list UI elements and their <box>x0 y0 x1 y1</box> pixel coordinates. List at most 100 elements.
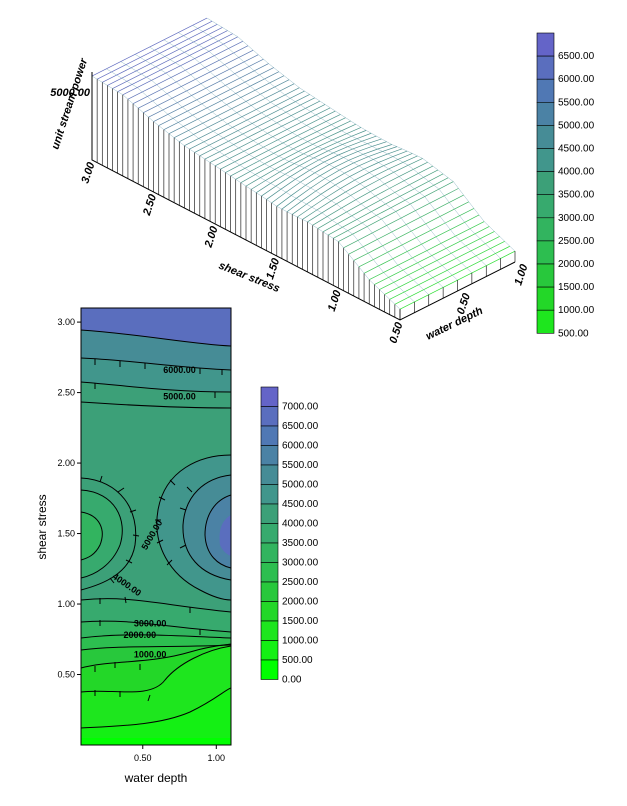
contour-legend-swatch <box>260 620 279 641</box>
contour-legend-label: 7000.00 <box>282 402 319 413</box>
contour-legend-swatch <box>260 406 279 427</box>
surface-wireframe <box>91 17 516 320</box>
surface-mesh-line <box>120 61 429 295</box>
surface-legend-label: 500.00 <box>558 328 589 339</box>
contour-legend-label: 1500.00 <box>282 616 319 627</box>
contour-legend-label: 6500.00 <box>282 421 319 432</box>
contour-y-tick-label: 1.00 <box>57 599 75 609</box>
contour-legend-swatch <box>260 659 279 680</box>
surface-legend-swatch <box>536 125 555 149</box>
surface-mesh-line <box>192 25 501 259</box>
surface-mesh-line <box>307 158 423 223</box>
contour-y-tick-label: 1.50 <box>57 529 75 539</box>
contour-legend-swatch <box>260 503 279 524</box>
contour-legend-swatch <box>260 445 279 466</box>
surface-legend-swatch <box>536 194 555 219</box>
surface-legend-label: 2500.00 <box>558 236 595 247</box>
contour-band-5500 <box>81 358 231 392</box>
contour-legend-swatch <box>260 523 279 544</box>
surface-legend-label: 3500.00 <box>558 190 595 201</box>
contour-y-tick-label: 2.50 <box>57 388 75 398</box>
contour-legend-label: 6000.00 <box>282 441 319 452</box>
surface-legend-swatch <box>536 55 555 80</box>
contour-y-tick-label: 0.50 <box>57 670 75 680</box>
surface-legend-swatch <box>536 286 555 311</box>
surface-legend-label: 1000.00 <box>558 305 595 316</box>
surface-x-tick-label: 2.00 <box>202 224 221 250</box>
surface-x-tick-label: 3.00 <box>79 160 97 185</box>
surface-z-label: unit stream power <box>49 56 90 150</box>
surface-mesh-line <box>163 39 473 274</box>
contour-band-500 <box>81 688 231 745</box>
surface-legend-swatch <box>536 148 555 172</box>
contour-legend-label: 1000.00 <box>282 636 319 647</box>
contour-y-tick-label: 3.00 <box>57 317 75 327</box>
contour-legend-label: 500.00 <box>282 655 313 666</box>
surface-legend-label: 5000.00 <box>558 120 595 131</box>
surface-legend-swatch <box>536 102 555 126</box>
surface-legend: 6500.00 6000.00 5500.00 5000.00 4500.00 4000.… <box>536 32 595 339</box>
surface-mesh-line <box>91 75 401 310</box>
surface-legend-label: 6000.00 <box>558 74 595 85</box>
surface-mesh-line <box>178 32 487 266</box>
contour-line-label: 6000.00 <box>163 365 196 375</box>
surface-legend-label: 5500.00 <box>558 97 595 108</box>
contour-line-label: 5000.00 <box>163 392 196 402</box>
contour-legend-label: 5000.00 <box>282 480 319 491</box>
surface-mesh-line <box>225 114 341 173</box>
surface-legend-swatch <box>536 32 555 57</box>
contour-band-left-inner <box>81 512 103 560</box>
contour-legend-swatch <box>260 464 279 485</box>
contour-y-label: shear stress <box>35 494 49 559</box>
contour-legend-label: 5500.00 <box>282 460 319 471</box>
surface-mesh-line <box>235 120 351 180</box>
surface-mesh-line <box>245 127 362 187</box>
surface-legend-label: 2000.00 <box>558 259 595 270</box>
surface-mesh-line <box>206 17 516 252</box>
contour-lines <box>81 329 231 729</box>
surface-x-tick-label: 0.50 <box>387 320 405 345</box>
contour-fill <box>81 308 231 745</box>
surface-y-ticks: 0.501.00 <box>455 262 531 316</box>
contour-legend-label: 3500.00 <box>282 538 319 549</box>
surface-legend-swatch <box>536 263 555 288</box>
contour-frame <box>80 307 232 746</box>
contour-legend-label: 2500.00 <box>282 577 319 588</box>
contour-line-label: 3000.00 <box>134 619 167 629</box>
surface-x-tick-label: 1.00 <box>326 288 344 313</box>
surface-mesh-line <box>240 123 357 183</box>
surface-legend-swatch <box>536 171 555 196</box>
surface-legend-label: 6500.00 <box>558 51 595 62</box>
surface-mesh-line <box>149 46 458 281</box>
contour-band-6000 <box>81 330 231 370</box>
contour-line-label: 1000.00 <box>134 650 167 660</box>
contour-band-right-core <box>219 515 231 556</box>
surface-legend-label: 3000.00 <box>558 213 595 224</box>
contour-band-0 <box>81 738 231 745</box>
contour-legend-label: 3000.00 <box>282 558 319 569</box>
contour-legend-swatch <box>260 562 279 583</box>
contour-legend-swatch <box>260 386 279 407</box>
surface-y-tick-label: 1.00 <box>512 262 530 287</box>
contour-legend-label: 2000.00 <box>282 597 319 608</box>
surface-legend-label: 4500.00 <box>558 144 595 155</box>
contour-legend-swatch <box>260 601 279 622</box>
surface-legend-swatch <box>536 240 555 265</box>
contour-legend: 7000.00 6500.00 6000.00 5500.00 5000.00 4500.… <box>260 386 319 686</box>
surface-mesh-line <box>134 54 444 288</box>
contour-legend-swatch <box>260 581 279 602</box>
contour-y-tick-label: 2.00 <box>57 458 75 468</box>
surface-x-tick-label: 2.50 <box>141 192 160 218</box>
surface-legend-label: 4000.00 <box>558 167 595 178</box>
contour-legend-swatch <box>260 484 279 505</box>
surface-mesh-line <box>106 68 415 303</box>
contour-axes: 0.50 1.00 1.50 2.00 2.50 3.00 0.50 1.00 <box>57 317 225 763</box>
contour-legend-label: 0.00 <box>282 675 302 686</box>
contour-legend-swatch <box>260 425 279 446</box>
contour-x-tick-label: 0.50 <box>134 753 152 763</box>
surface-legend-label: 1500.00 <box>558 282 595 293</box>
surface-plot: 5000.00 unit stream power 3.00 2.50 2.00 1.… <box>49 17 531 345</box>
contour-plot: 6000.005000.005000.004000.003000.002000.… <box>35 307 232 785</box>
contour-hachures <box>94 359 223 702</box>
surface-legend-swatch <box>536 309 555 334</box>
